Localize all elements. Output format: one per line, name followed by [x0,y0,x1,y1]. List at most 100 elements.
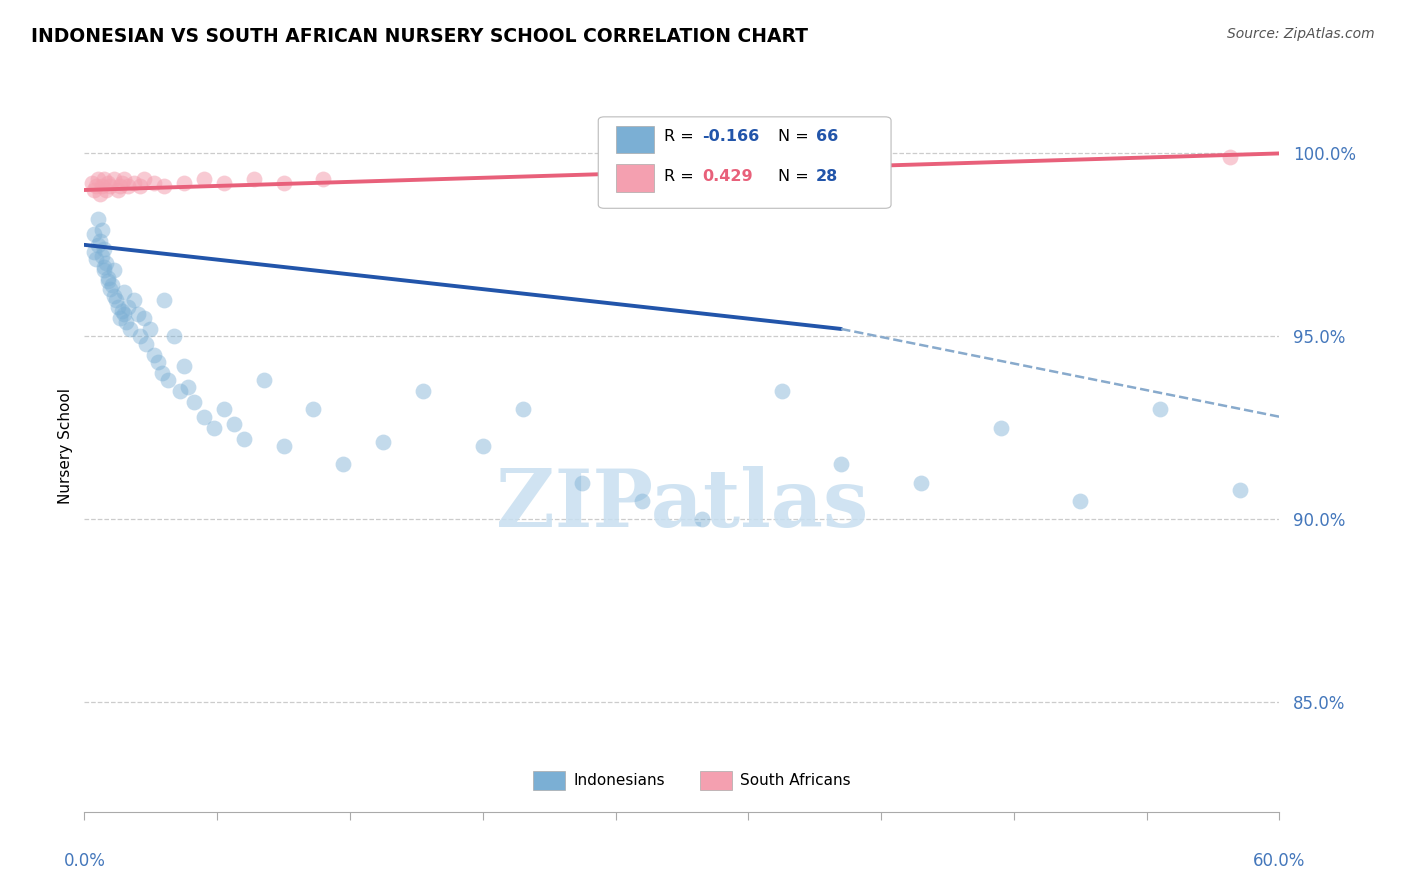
Point [93,242,115,256]
Point [83,245,105,260]
Point [242,172,264,186]
Point [110,179,132,194]
Point [273,439,295,453]
Point [117,300,139,314]
Point [86,179,108,194]
Point [143,176,166,190]
Point [1229,483,1251,497]
Point [117,179,139,194]
Point [139,322,162,336]
Point [122,176,145,190]
Point [173,176,195,190]
Y-axis label: Nursery School: Nursery School [58,388,73,504]
Point [830,457,852,471]
Point [302,402,325,417]
Text: INDONESIAN VS SOUTH AFRICAN NURSERY SCHOOL CORRELATION CHART: INDONESIAN VS SOUTH AFRICAN NURSERY SCHO… [31,27,808,45]
Text: R =: R = [664,129,699,145]
Text: Source: ZipAtlas.com: Source: ZipAtlas.com [1227,27,1375,41]
Point [253,373,276,387]
Point [91,223,114,237]
Point [212,176,235,190]
Point [87,172,110,186]
Point [112,307,135,321]
Point [103,289,125,303]
Point [129,179,152,194]
Point [1149,402,1171,417]
FancyBboxPatch shape [599,117,891,209]
Point [193,172,215,186]
Point [690,512,713,526]
Text: South Africans: South Africans [741,773,851,789]
Point [91,179,114,194]
Point [471,439,494,453]
Point [157,373,180,387]
Point [631,493,654,508]
Point [103,263,125,277]
Text: R =: R = [664,169,699,184]
Point [129,329,152,343]
Point [107,183,129,197]
Point [169,384,191,398]
Text: Indonesians: Indonesians [574,773,665,789]
Point [87,237,110,252]
Point [127,307,149,321]
Point [153,179,176,194]
Point [107,300,129,314]
Point [312,172,335,186]
Text: 60.0%: 60.0% [1253,852,1306,870]
Point [93,172,115,186]
Point [83,183,105,197]
Point [412,384,434,398]
Point [571,475,593,490]
Point [135,336,157,351]
Point [82,176,104,190]
Text: -0.166: -0.166 [702,129,759,145]
Point [373,435,395,450]
Point [273,176,295,190]
Point [112,285,135,300]
Text: 0.429: 0.429 [702,169,752,184]
Point [97,274,120,288]
Point [91,249,114,263]
Point [115,315,138,329]
Point [132,172,156,186]
Point [183,395,205,409]
Point [990,420,1012,434]
Point [83,227,105,241]
Point [93,260,115,274]
Bar [616,126,654,153]
Point [120,322,142,336]
Text: N =: N = [778,169,814,184]
Point [173,359,195,373]
Point [89,234,111,248]
Text: N =: N = [778,129,814,145]
Point [193,409,215,424]
Point [202,420,225,434]
Bar [533,772,565,789]
Point [105,293,128,307]
Point [86,252,108,267]
Point [122,293,145,307]
Point [146,355,169,369]
Point [177,380,200,394]
Point [512,402,534,417]
Point [97,270,120,285]
Bar [616,164,654,192]
Point [232,432,254,446]
Point [1069,493,1091,508]
Text: ZIPatlas: ZIPatlas [496,466,868,543]
Point [96,256,118,270]
Point [103,172,125,186]
Point [222,417,245,431]
Point [770,384,793,398]
Point [111,303,134,318]
Point [98,282,121,296]
Point [153,293,176,307]
Point [101,278,124,293]
Point [96,183,118,197]
Bar [700,772,733,789]
Point [97,176,120,190]
Point [910,475,932,490]
Point [332,457,354,471]
Text: 28: 28 [815,169,838,184]
